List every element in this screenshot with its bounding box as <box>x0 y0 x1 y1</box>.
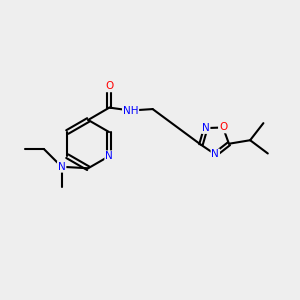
Text: N: N <box>58 162 65 172</box>
Text: NH: NH <box>123 106 138 116</box>
Text: O: O <box>219 122 227 133</box>
Text: N: N <box>202 123 210 133</box>
Text: N: N <box>212 149 219 159</box>
Text: N: N <box>105 151 113 161</box>
Text: O: O <box>105 81 113 92</box>
